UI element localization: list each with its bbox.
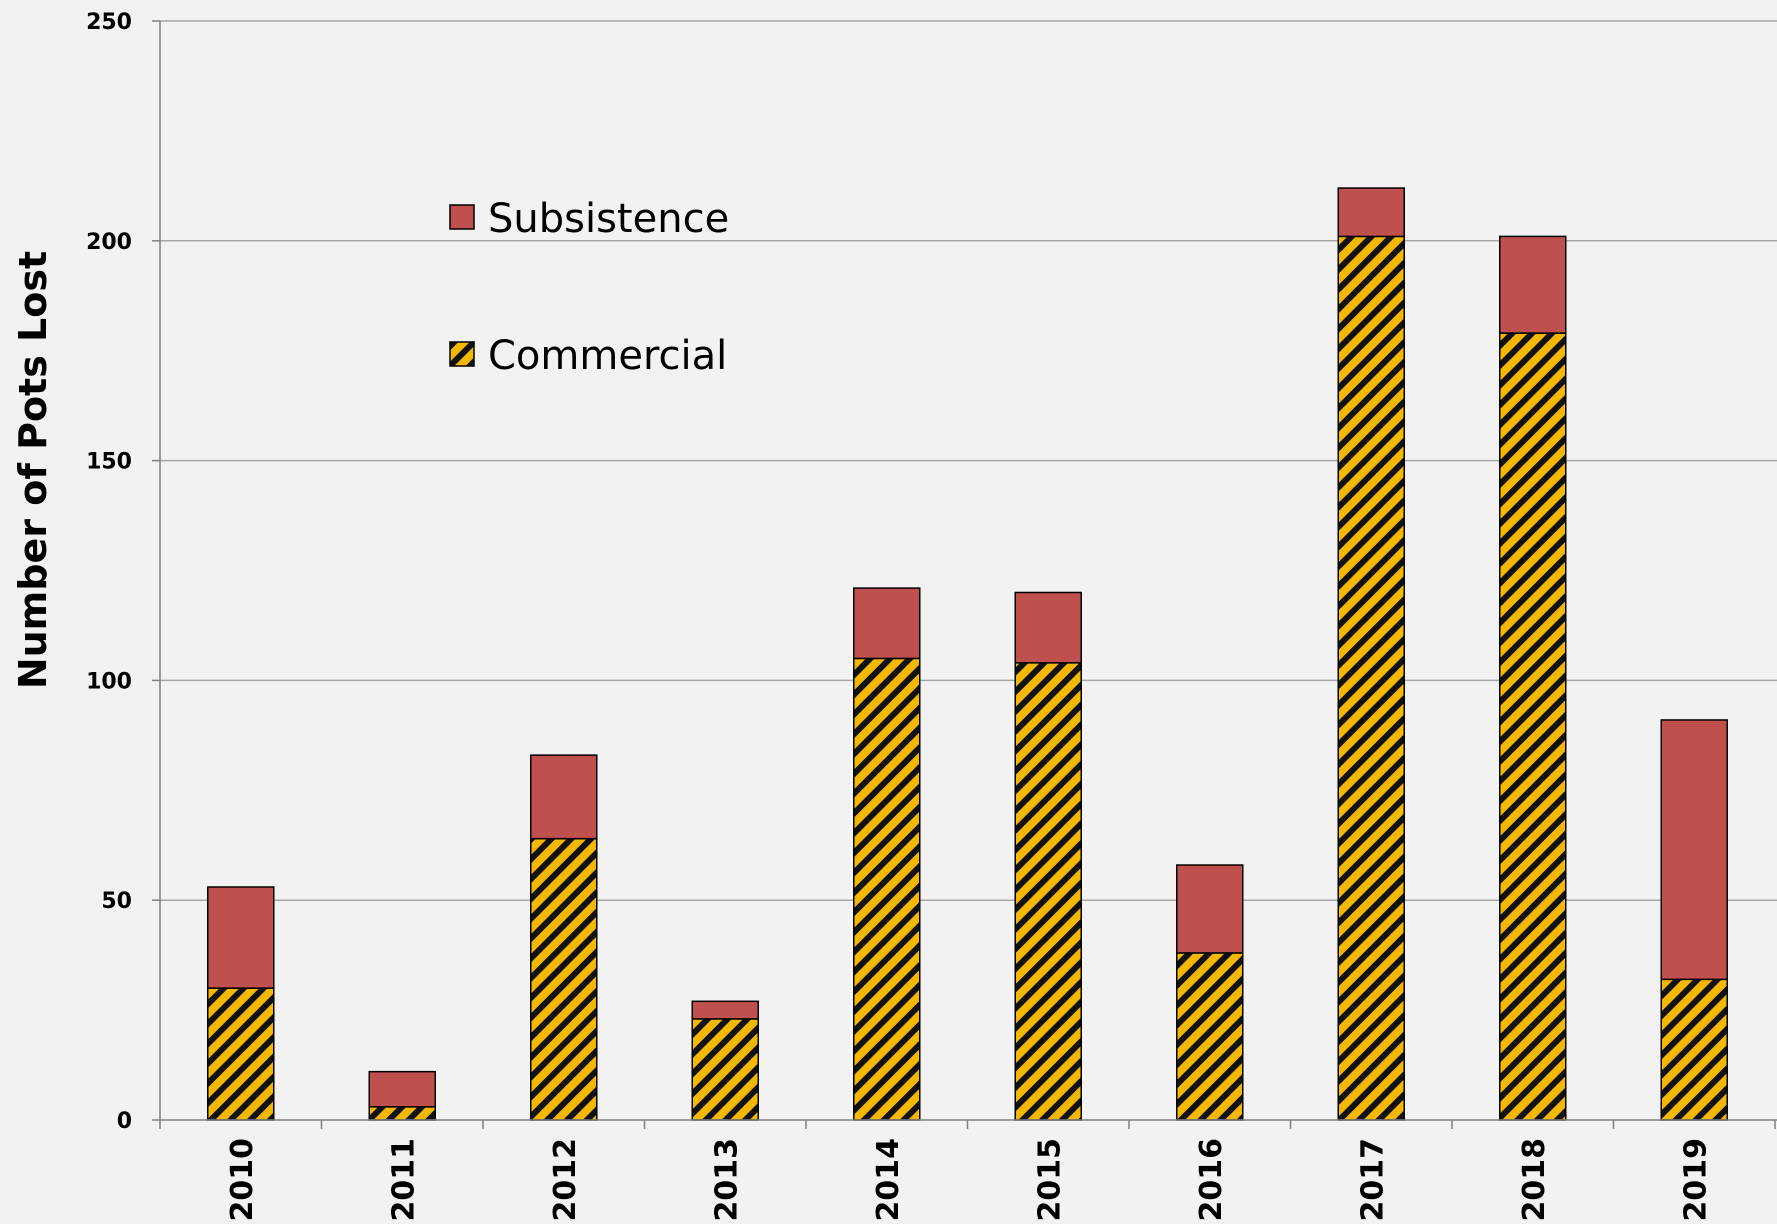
x-tick-label: 2013 (709, 1138, 744, 1222)
y-tick-label: 200 (86, 230, 132, 255)
bars (207, 187, 1728, 1121)
x-tick-label: 2011 (386, 1138, 421, 1222)
x-tick-label: 2018 (1517, 1138, 1552, 1222)
x-tick-label: 2017 (1355, 1138, 1390, 1222)
bar-subsistence-2013 (691, 1000, 759, 1020)
bar-subsistence-2015 (1014, 591, 1082, 664)
x-tick-labels: 2010 2011 2012 2013 2014 2015 2016 2017 2018 2019 (225, 1138, 1714, 1222)
legend-swatch-subsistence (449, 204, 475, 230)
y-tick-label: 250 (86, 10, 132, 35)
y-tick-labels: 0 50 100 150 200 250 (86, 10, 132, 1134)
legend-swatch-commercial (449, 341, 475, 367)
bar-commercial-2012 (530, 837, 598, 1121)
bar-commercial-2017 (1337, 235, 1405, 1121)
bar-subsistence-2012 (530, 754, 598, 840)
y-tick-label: 150 (86, 450, 132, 475)
x-tick-label: 2016 (1194, 1138, 1229, 1222)
bar-subsistence-2017 (1337, 187, 1405, 238)
bar-commercial-2019 (1660, 978, 1728, 1121)
x-tick-label: 2019 (1678, 1138, 1713, 1222)
legend-label-commercial: Commercial (488, 333, 727, 379)
bar-commercial-2016 (1176, 952, 1244, 1121)
x-tick-label: 2014 (871, 1138, 906, 1222)
x-tick-label: 2012 (548, 1138, 583, 1222)
y-tick-label: 100 (86, 669, 132, 694)
x-tick-label: 2015 (1032, 1138, 1067, 1222)
bar-commercial-2011 (368, 1106, 436, 1121)
bar-commercial-2010 (207, 987, 275, 1121)
y-axis-title: Number of Pots Lost (11, 251, 55, 689)
legend-label-subsistence: Subsistence (488, 196, 729, 242)
y-tick-label: 50 (101, 889, 132, 914)
bar-commercial-2018 (1499, 332, 1567, 1121)
bar-commercial-2015 (1014, 662, 1082, 1121)
bar-subsistence-2014 (853, 587, 921, 660)
x-tick-label: 2010 (225, 1138, 260, 1222)
legend: Subsistence Commercial (449, 196, 729, 379)
bar-subsistence-2018 (1499, 235, 1567, 334)
axes (159, 21, 1777, 1129)
bar-subsistence-2016 (1176, 864, 1244, 954)
bar-subsistence-2011 (368, 1070, 436, 1108)
y-tick-label: 0 (117, 1109, 132, 1134)
bar-commercial-2013 (691, 1018, 759, 1121)
bar-subsistence-2019 (1660, 719, 1728, 981)
bar-commercial-2014 (853, 657, 921, 1121)
bar-subsistence-2010 (207, 886, 275, 989)
